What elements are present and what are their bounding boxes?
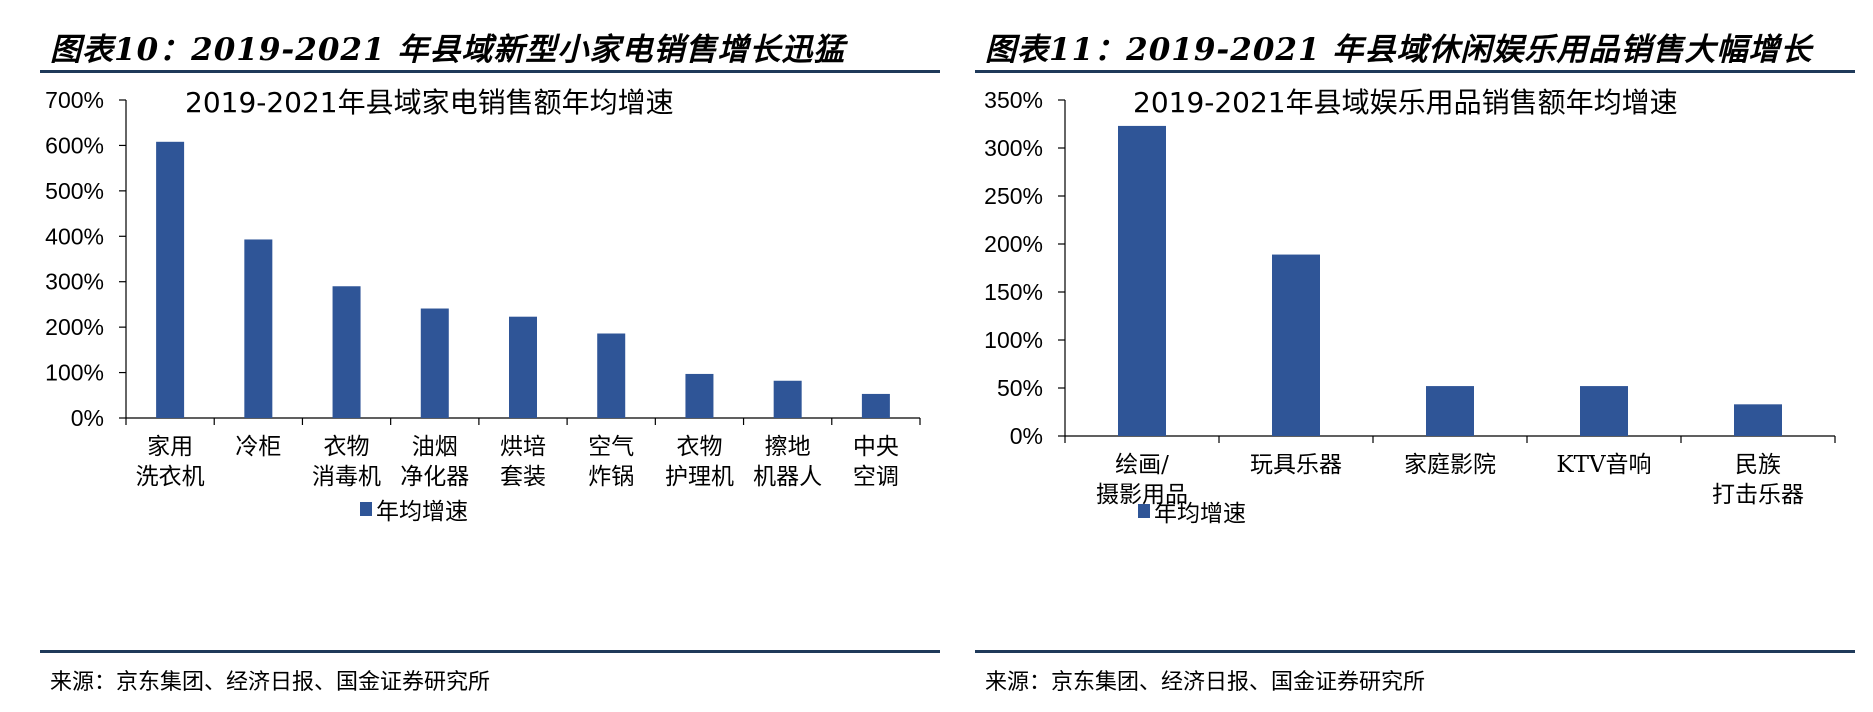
bar	[1118, 125, 1166, 437]
x-tick-label: 空气	[588, 434, 634, 460]
chart-title: 2019-2021年县域娱乐用品销售额年均增速	[1133, 86, 1678, 119]
bar	[332, 286, 361, 418]
y-tick-label: 100%	[984, 327, 1043, 353]
x-tick-label: 家庭影院	[1404, 452, 1496, 478]
x-tick-label: 空调	[853, 464, 899, 490]
source-note: 来源：京东集团、经济日报、国金证券研究所	[985, 670, 1426, 695]
x-tick-label: 消毒机	[312, 464, 381, 490]
x-tick-label: 洗衣机	[136, 464, 205, 490]
bar	[1734, 404, 1782, 436]
y-tick-label: 300%	[984, 135, 1043, 161]
x-tick-label: 民族	[1735, 452, 1781, 478]
source-rule	[975, 650, 1855, 653]
figure-11-panel: 图表11：2019-2021 年县域休闲娱乐用品销售大幅增长 2019-2021…	[975, 0, 1855, 712]
y-tick-label: 350%	[984, 87, 1043, 113]
x-tick-label: 套装	[500, 464, 546, 490]
x-tick-label: 衣物	[324, 434, 370, 460]
chart-county-entertainment-growth: 2019-2021年县域娱乐用品销售额年均增速 0% 50% 100% 150% 200%…	[984, 86, 1836, 527]
legend-swatch	[360, 502, 372, 516]
bar	[156, 141, 185, 418]
x-tick-label: 玩具乐器	[1250, 452, 1342, 478]
source-rule	[40, 650, 940, 653]
y-tick-label: 600%	[45, 132, 104, 158]
x-tick-label: 炸锅	[588, 464, 634, 490]
bar	[861, 393, 890, 418]
x-tick-label: 摄影用品	[1096, 482, 1188, 508]
y-tick-label: 50%	[997, 375, 1043, 401]
legend-label: 年均增速	[376, 499, 468, 525]
x-tick-label: 中央	[853, 434, 899, 460]
x-tick-label: 净化器	[400, 464, 469, 490]
x-tick-label: 护理机	[665, 464, 734, 490]
figure-title: 图表11：2019-2021 年县域休闲娱乐用品销售大幅增长	[985, 32, 1813, 68]
bar	[1580, 386, 1628, 436]
x-tick-label: 油烟	[412, 434, 458, 460]
y-tick-label: 150%	[984, 279, 1043, 305]
bar	[685, 373, 714, 418]
bar	[420, 308, 449, 418]
title-rule	[40, 70, 940, 73]
x-tick-label: 擦地	[765, 434, 811, 460]
figure-10-panel: 图表10：2019-2021 年县域新型小家电销售增长迅猛 2019-2021年…	[40, 0, 940, 712]
x-tick-label: 家用	[147, 434, 193, 460]
legend-swatch	[1138, 504, 1150, 518]
y-tick-label: 0%	[71, 405, 104, 431]
title-rule	[975, 70, 1855, 73]
y-tick-label: 100%	[45, 360, 104, 386]
y-tick-label: 200%	[984, 231, 1043, 257]
chart-county-appliance-growth: 2019-2021年县域家电销售额年均增速 0% 100% 200% 300% 400% 5…	[45, 86, 921, 525]
y-tick-label: 200%	[45, 314, 104, 340]
x-tick-label: KTV音响	[1556, 452, 1651, 478]
x-tick-label: 机器人	[753, 464, 822, 490]
y-tick-label: 400%	[45, 223, 104, 249]
y-tick-label: 250%	[984, 183, 1043, 209]
chart-title: 2019-2021年县域家电销售额年均增速	[185, 86, 674, 119]
bar	[773, 380, 802, 418]
y-tick-label: 700%	[45, 87, 104, 113]
x-tick-label: 烘培	[500, 434, 546, 460]
bar	[1272, 254, 1320, 436]
y-tick-label: 300%	[45, 269, 104, 295]
bar	[509, 316, 537, 418]
bar	[1426, 386, 1474, 436]
bar	[244, 239, 273, 418]
figure-title: 图表10：2019-2021 年县域新型小家电销售增长迅猛	[50, 32, 846, 68]
x-tick-label: 绘画/	[1115, 452, 1169, 478]
y-tick-label: 500%	[45, 178, 104, 204]
y-tick-label: 0%	[1010, 423, 1043, 449]
x-tick-label: 衣物	[676, 434, 722, 460]
legend-label: 年均增速	[1154, 501, 1246, 527]
x-tick-label: 冷柜	[235, 434, 281, 460]
source-note: 来源：京东集团、经济日报、国金证券研究所	[50, 670, 491, 695]
x-tick-label: 打击乐器	[1712, 482, 1804, 508]
bar	[597, 333, 626, 418]
